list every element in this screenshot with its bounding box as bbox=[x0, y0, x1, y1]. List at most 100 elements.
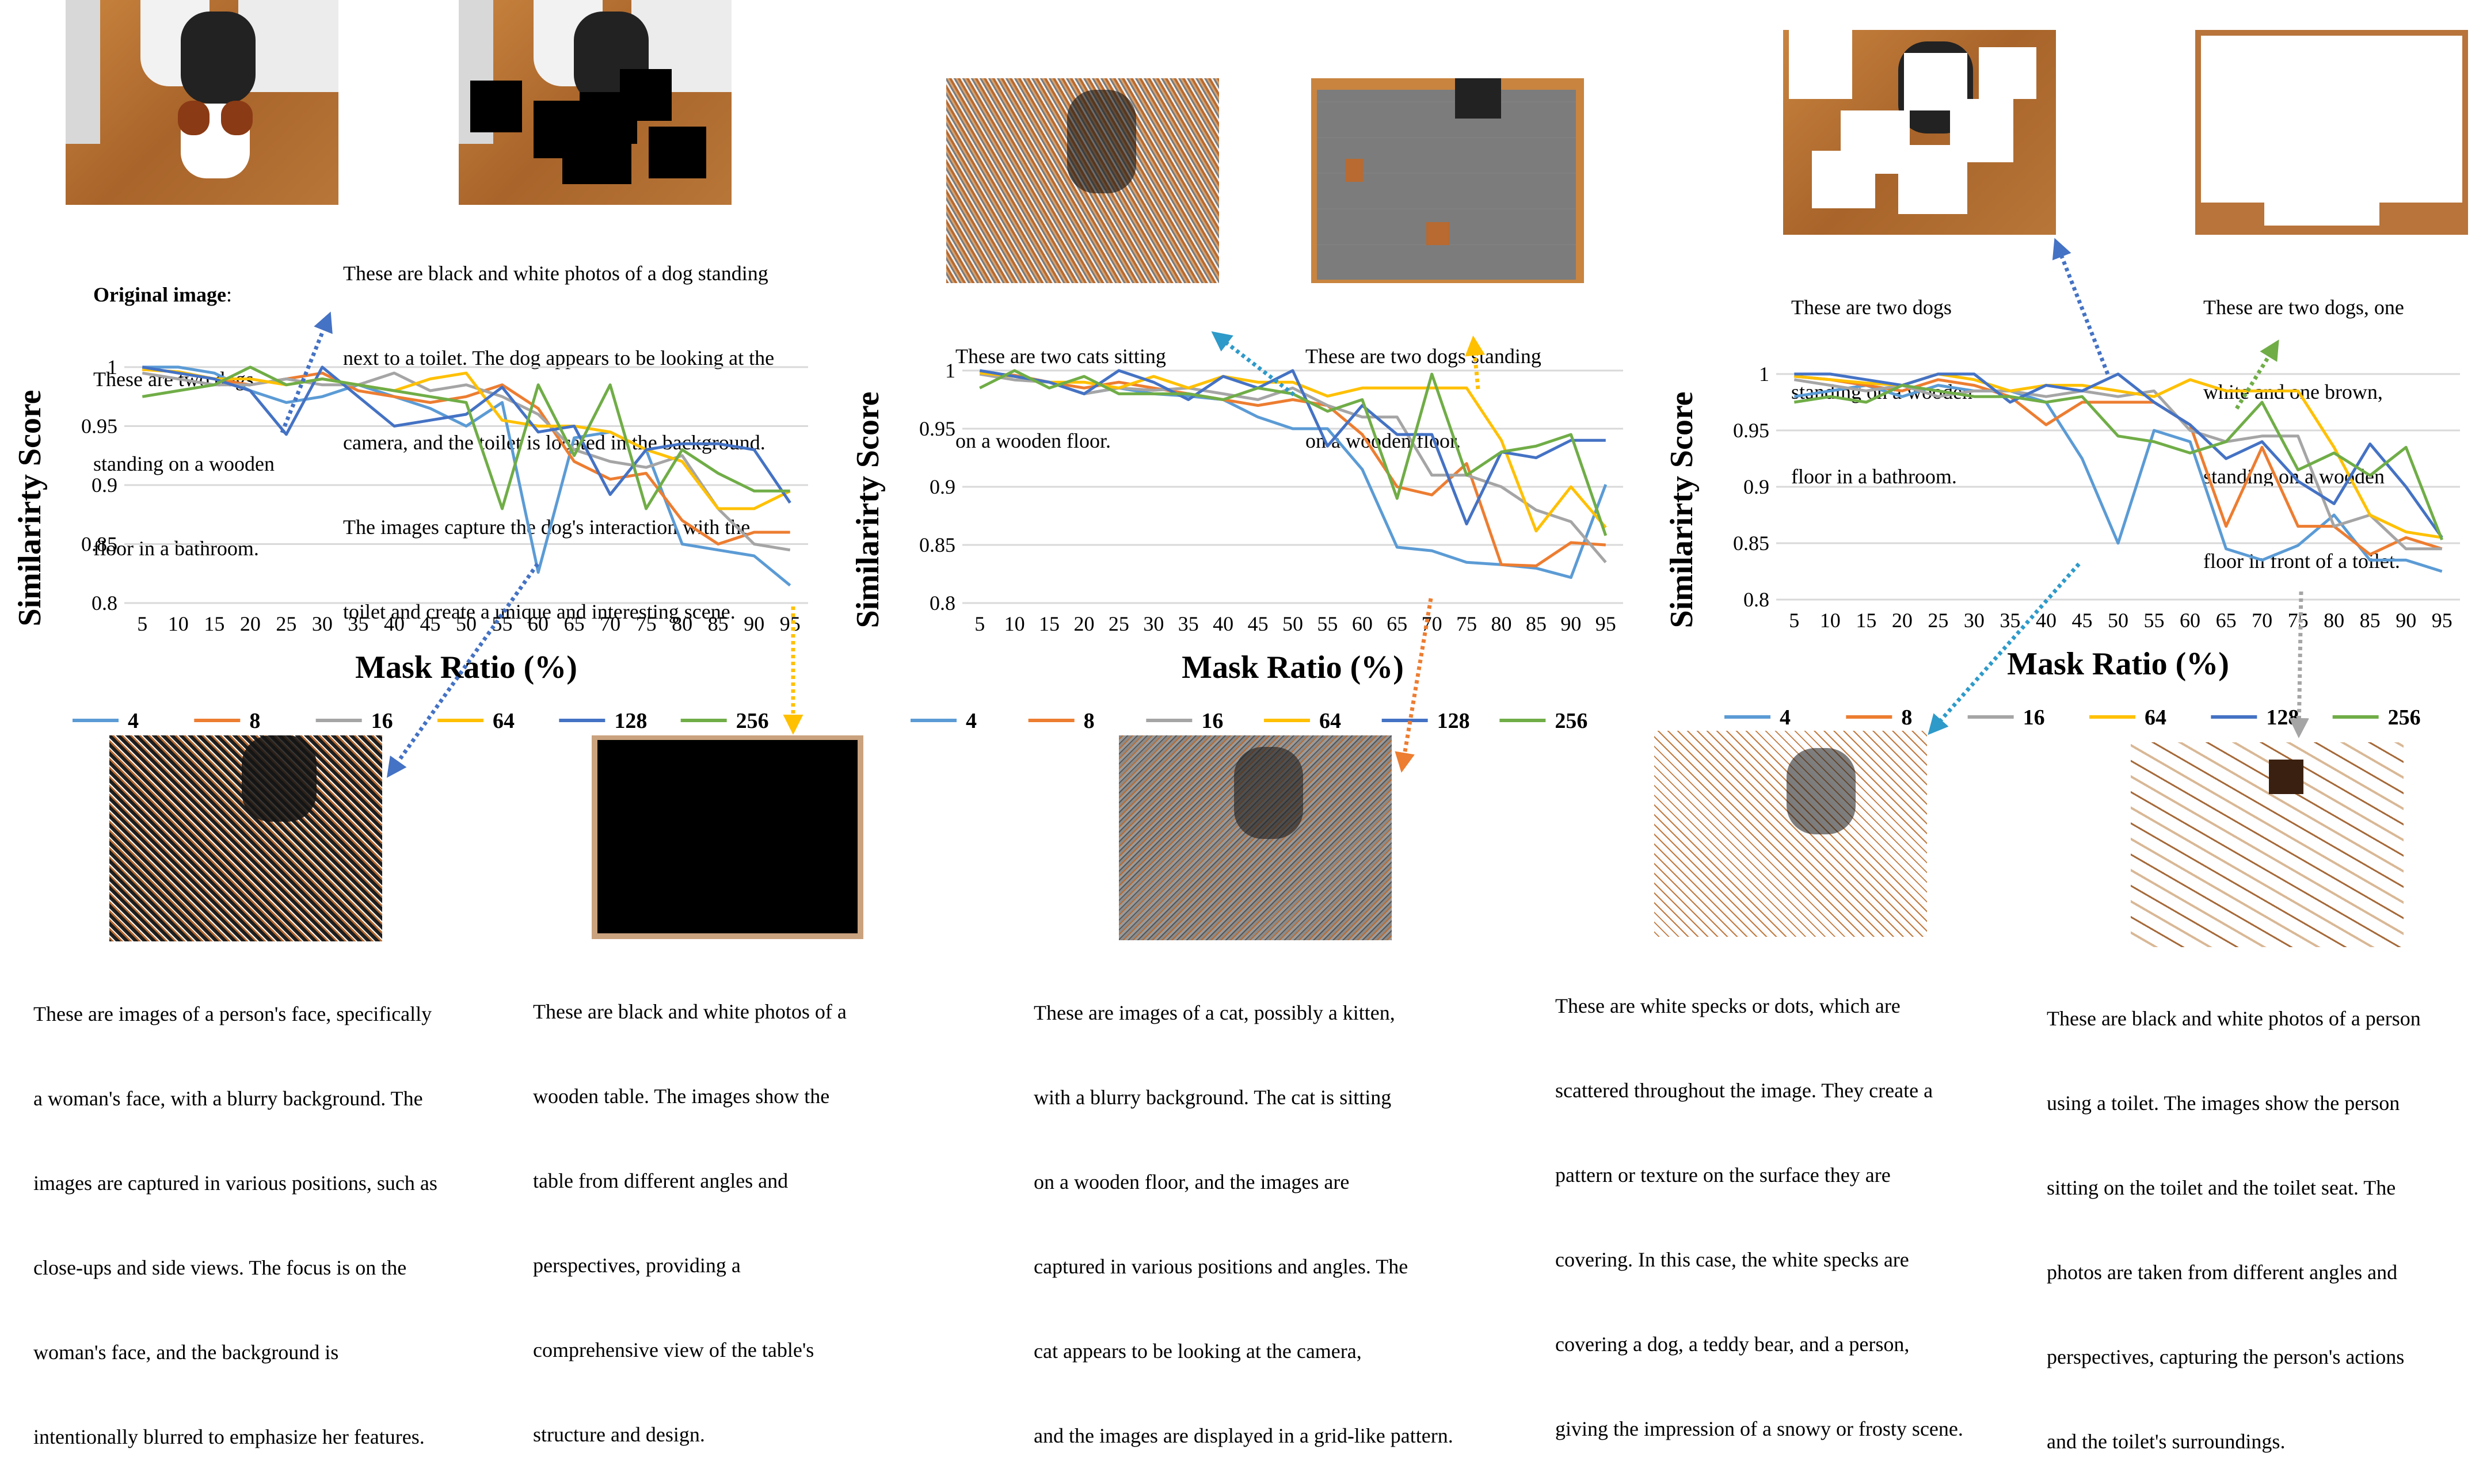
legend-label-8: 8 bbox=[249, 709, 260, 733]
dense-random-mask-thumbnail bbox=[109, 735, 382, 941]
caption-line: scattered throughout the image. They cre… bbox=[1555, 1079, 1933, 1102]
caption-line: wooden table. The images show the bbox=[533, 1085, 830, 1108]
x-tick-label: 20 bbox=[1073, 612, 1094, 635]
x-tick-label: 15 bbox=[1856, 609, 1876, 632]
series-line-64 bbox=[142, 368, 791, 510]
series-line-64 bbox=[979, 371, 1607, 533]
legend-label-4: 4 bbox=[1780, 705, 1791, 730]
caption-p3-top-left: These are two dogs standing on a wooden … bbox=[1791, 237, 1972, 519]
x-tick-label: 55 bbox=[2144, 609, 2165, 632]
caption-line: and the toilet's surroundings. bbox=[2047, 1430, 2286, 1453]
arrow-p3-top-right bbox=[2235, 339, 2279, 410]
x-tick-label: 65 bbox=[564, 612, 585, 635]
y-tick-label: 0.9 bbox=[92, 474, 117, 497]
y-tick-label: 0.8 bbox=[930, 592, 955, 615]
y-tick-label: 0.85 bbox=[1733, 532, 1769, 555]
x-axis-title: Mask Ratio (%) bbox=[2007, 646, 2229, 682]
caption-line: floor in a bathroom. bbox=[1791, 465, 1957, 488]
caption-line: next to a toilet. The dog appears to be … bbox=[343, 346, 775, 369]
y-tick-label: 0.9 bbox=[930, 475, 955, 498]
white-patch-dense-mask-thumbnail bbox=[2131, 742, 2404, 947]
x-tick-label: 50 bbox=[456, 612, 477, 635]
y-tick-label: 0.95 bbox=[1733, 419, 1769, 442]
x-tick-label: 90 bbox=[2396, 609, 2416, 632]
caption-line: These are black and white photos of a pe… bbox=[2047, 1007, 2421, 1030]
arrow-p2-top-right bbox=[1465, 335, 1486, 390]
arrow-p1-bottom-left bbox=[386, 562, 539, 778]
x-tick-label: 60 bbox=[1352, 612, 1373, 635]
caption-line: with a blurry background. The cat is sit… bbox=[1034, 1086, 1392, 1109]
caption-line: captured in various positions and angles… bbox=[1034, 1255, 1408, 1278]
y-tick-label: 0.8 bbox=[92, 592, 117, 615]
x-tick-label: 20 bbox=[240, 612, 261, 635]
gray-speckle-mask-thumbnail bbox=[1119, 735, 1392, 940]
series-line-8 bbox=[980, 371, 1606, 567]
caption-line: comprehensive view of the table's bbox=[533, 1338, 814, 1361]
x-tick-label: 75 bbox=[636, 612, 657, 635]
y-tick-label: 1 bbox=[107, 356, 117, 379]
x-axis-title: Mask Ratio (%) bbox=[1182, 650, 1404, 685]
speckle-mask-thumbnail bbox=[946, 78, 1219, 283]
caption-line: images are captured in various positions… bbox=[33, 1172, 437, 1195]
series-line-256 bbox=[1793, 384, 2444, 541]
caption-line: These are two dogs standing bbox=[1305, 345, 1541, 368]
x-tick-label: 30 bbox=[1143, 612, 1164, 635]
caption-line: covering. In this case, the white specks… bbox=[1555, 1248, 1909, 1271]
x-tick-label: 25 bbox=[1109, 612, 1129, 635]
legend-label-16: 16 bbox=[371, 709, 393, 733]
x-tick-label: 30 bbox=[1964, 609, 1985, 632]
x-tick-label: 50 bbox=[1282, 612, 1303, 635]
black-large-mask-thumbnail bbox=[592, 735, 863, 939]
caption-line: photos are taken from different angles a… bbox=[2047, 1261, 2398, 1284]
caption-line: These are black and white photos of a bbox=[533, 1000, 847, 1023]
caption-line: These are black and white photos of a do… bbox=[343, 262, 768, 285]
x-tick-label: 65 bbox=[1387, 612, 1407, 635]
x-tick-label: 35 bbox=[2000, 609, 2020, 632]
x-tick-label: 55 bbox=[1317, 612, 1338, 635]
x-tick-label: 10 bbox=[1004, 612, 1025, 635]
y-axis-title: Similarirty Score bbox=[850, 391, 886, 628]
caption-line: a woman's face, with a blurry background… bbox=[33, 1087, 423, 1110]
x-tick-label: 10 bbox=[1820, 609, 1841, 632]
legend-label-8: 8 bbox=[1084, 709, 1095, 733]
caption-line: floor in a bathroom. bbox=[93, 537, 259, 560]
y-axis-title: Similarirty Score bbox=[12, 390, 48, 626]
x-tick-label: 95 bbox=[1595, 612, 1616, 635]
caption-line: These are images of a person's face, spe… bbox=[33, 1002, 432, 1025]
caption-line: covering a dog, a teddy bear, and a pers… bbox=[1555, 1333, 1910, 1356]
caption-line: cat appears to be looking at the camera, bbox=[1034, 1340, 1362, 1363]
series-line-4 bbox=[1793, 384, 2443, 573]
caption-line: These are two cats sitting bbox=[955, 345, 1166, 368]
caption-line: table from different angles and bbox=[533, 1169, 789, 1192]
x-tick-label: 80 bbox=[1491, 612, 1512, 635]
x-tick-label: 70 bbox=[600, 612, 620, 635]
x-tick-label: 90 bbox=[744, 612, 764, 635]
white-large-mask-thumbnail bbox=[2195, 30, 2468, 235]
caption-line: giving the impression of a snowy or fros… bbox=[1555, 1417, 1963, 1440]
legend-label-64: 64 bbox=[493, 709, 515, 733]
x-tick-label: 80 bbox=[672, 612, 692, 635]
x-tick-label: 85 bbox=[2360, 609, 2381, 632]
x-tick-label: 5 bbox=[137, 612, 147, 635]
caption-line: close-ups and side views. The focus is o… bbox=[33, 1256, 407, 1279]
annotation-arrows bbox=[280, 238, 2309, 778]
caption-p1-top-right: These are black and white photos of a do… bbox=[343, 203, 774, 654]
y-axis-title: Similarirty Score bbox=[1664, 391, 1700, 628]
x-tick-label: 20 bbox=[1892, 609, 1913, 632]
caption-bold: Original image bbox=[93, 283, 226, 306]
x-tick-label: 5 bbox=[974, 612, 985, 635]
x-tick-label: 80 bbox=[2324, 609, 2344, 632]
y-tick-label: 0.95 bbox=[919, 417, 955, 440]
x-tick-label: 25 bbox=[1928, 609, 1948, 632]
x-tick-label: 15 bbox=[204, 612, 224, 635]
legend-label-4: 4 bbox=[128, 709, 139, 733]
legend-label-16: 16 bbox=[1201, 709, 1223, 733]
caption-line: intentionally blurred to emphasize her f… bbox=[33, 1425, 425, 1448]
legend-label-64: 64 bbox=[1319, 709, 1341, 733]
caption-p2-top-left: These are two cats sitting on a wooden f… bbox=[955, 286, 1166, 483]
caption-line: on a wooden floor, and the images are bbox=[1034, 1170, 1350, 1193]
gray-patch-mask-thumbnail bbox=[1311, 78, 1584, 283]
x-tick-label: 85 bbox=[708, 612, 729, 635]
arrow-p3-bottom-left bbox=[1928, 562, 2081, 735]
